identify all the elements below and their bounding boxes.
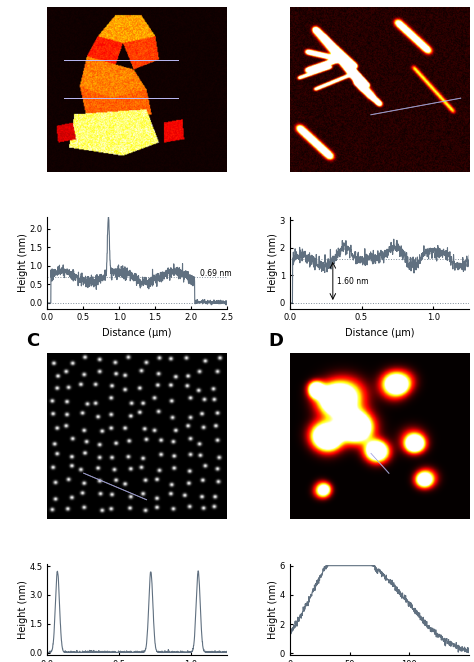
Text: 1.60 nm: 1.60 nm — [337, 277, 369, 286]
X-axis label: Distance (μm): Distance (μm) — [102, 328, 172, 338]
X-axis label: Distance (μm): Distance (μm) — [345, 328, 414, 338]
Y-axis label: Height (nm): Height (nm) — [18, 234, 28, 293]
Y-axis label: Height (nm): Height (nm) — [18, 581, 28, 639]
Text: B: B — [268, 0, 282, 3]
Text: C: C — [26, 332, 39, 350]
Y-axis label: Height (nm): Height (nm) — [268, 581, 278, 639]
Text: D: D — [268, 332, 283, 350]
Text: 0.69 nm: 0.69 nm — [200, 269, 231, 278]
Text: A: A — [26, 0, 40, 3]
Y-axis label: Height (nm): Height (nm) — [268, 234, 278, 293]
